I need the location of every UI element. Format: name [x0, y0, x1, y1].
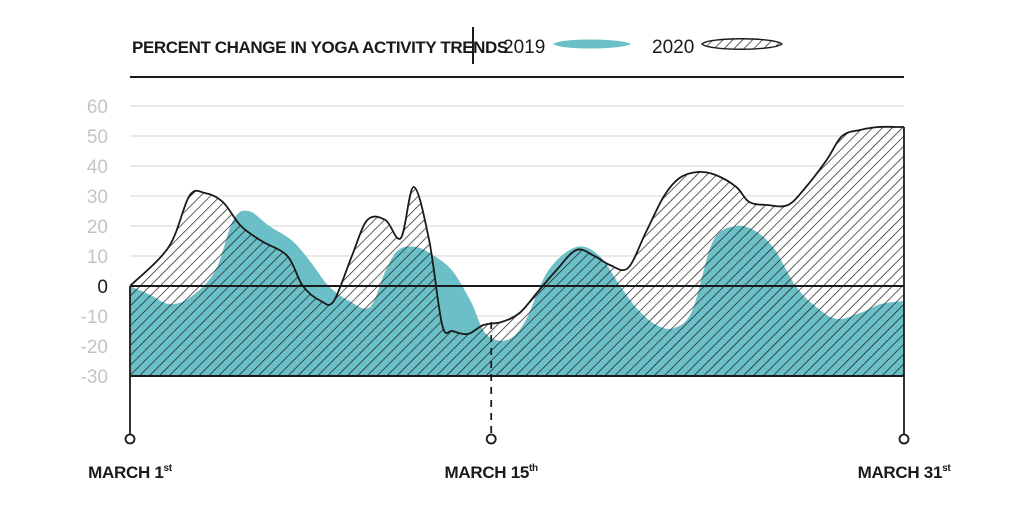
x-axis-labels: MARCH 1st MARCH 15th MARCH 31st	[88, 463, 951, 482]
y-tick-label: 60	[87, 97, 108, 118]
x-axis-label: MARCH 31st	[858, 463, 952, 482]
chart-title: PERCENT CHANGE IN YOGA ACTIVITY TRENDS	[132, 38, 508, 57]
y-tick-label: 40	[87, 157, 108, 178]
y-tick-label: -10	[81, 307, 108, 328]
legend-swatch-2020	[701, 38, 784, 50]
y-axis-ticks: 60 50 40 30 20 10 0 -10 -20 -30	[81, 97, 108, 388]
series-areas	[130, 125, 904, 376]
y-tick-label: 50	[87, 127, 108, 148]
axes	[124, 127, 910, 445]
x-marker-dot	[485, 433, 497, 445]
y-tick-label: 10	[87, 247, 108, 268]
y-tick-label: 30	[87, 187, 108, 208]
legend-label-2019: 2019	[503, 37, 545, 58]
legend-label-2020: 2020	[652, 37, 694, 58]
series-2020-area-hatch	[130, 126, 904, 376]
x-marker-dot	[124, 433, 136, 445]
y-tick-label: 20	[87, 217, 108, 238]
x-marker-dot	[898, 433, 910, 445]
y-tick-label: 0	[97, 277, 108, 298]
series-2020-line	[130, 125, 904, 336]
legend-swatch-2019	[553, 39, 631, 49]
y-tick-label: -30	[81, 367, 108, 388]
y-tick-label: -20	[81, 337, 108, 358]
x-axis-label: MARCH 1st	[88, 463, 173, 482]
x-axis-label: MARCH 15th	[445, 463, 539, 482]
